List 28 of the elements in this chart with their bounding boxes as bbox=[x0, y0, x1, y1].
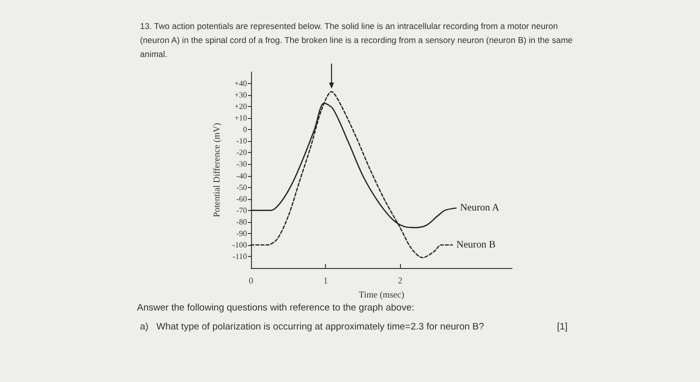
line-series bbox=[250, 91, 453, 258]
y-tick-label: +20 bbox=[234, 102, 247, 112]
y-tick-label: -10 bbox=[236, 136, 247, 146]
y-tick-label: -110 bbox=[232, 252, 247, 261]
y-tick-label: +30 bbox=[234, 90, 247, 100]
text: Answer the following questions with reference to the graph above: bbox=[137, 302, 414, 314]
y-tick-label: -20 bbox=[236, 148, 247, 158]
y-tick-label: -60 bbox=[236, 194, 247, 204]
y-tick-label: -80 bbox=[236, 217, 247, 226]
text: [1] bbox=[557, 322, 568, 332]
y-axis-title: Potential Difference (mV) bbox=[212, 122, 222, 218]
chart-title: 13. Two action potentials are represented below. The solid line is an intracellular recording from a motor neuron (neuron A) in the spinal cord of a frog. The broken line is a recording from a sensory neuron (neuron B) in the same animal. bbox=[140, 21, 575, 59]
y-tick-label: -30 bbox=[236, 160, 247, 169]
y-tick-label: 0 bbox=[243, 125, 247, 134]
y-tick-label: -50 bbox=[236, 182, 247, 192]
x-tick-label: 1 bbox=[323, 276, 328, 286]
x-axis-title: Time (msec) bbox=[358, 289, 404, 300]
y-tick-label: +10 bbox=[234, 114, 247, 123]
y-tick-label: -70 bbox=[236, 206, 247, 215]
y-tick-label: -40 bbox=[236, 171, 247, 180]
series-label: Neuron A bbox=[460, 202, 500, 214]
y-tick-label: -90 bbox=[236, 228, 247, 238]
series-label: Neuron B bbox=[456, 239, 496, 250]
x-tick-label: 0 bbox=[248, 276, 254, 286]
y-tick-label: -100 bbox=[232, 240, 247, 250]
x-tick-label: 2 bbox=[398, 276, 402, 286]
y-tick-label: +40 bbox=[234, 79, 247, 88]
text: a) What type of polarization is occurring at approximately time=2.3 for neuron B? bbox=[140, 322, 484, 332]
